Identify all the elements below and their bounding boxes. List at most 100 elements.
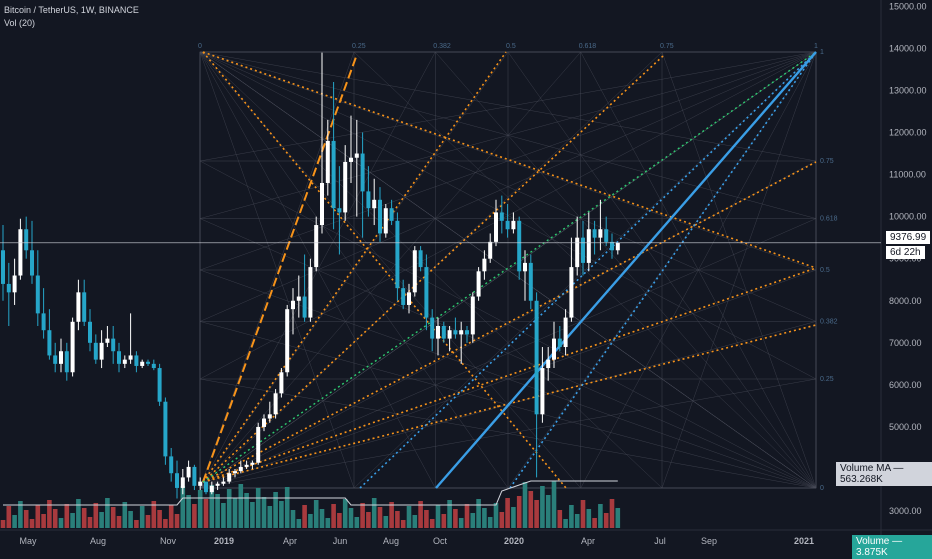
volume-bar: [441, 514, 447, 528]
volume-bar: [116, 516, 122, 528]
candle-body: [453, 330, 458, 335]
volume-bar: [377, 507, 383, 528]
candle-body: [134, 355, 139, 366]
fib-level-label: 0.25: [352, 43, 366, 50]
volume-bar: [186, 495, 191, 528]
volume-bar: [331, 504, 336, 528]
volume-bar: [151, 501, 157, 528]
volume-bar: [557, 510, 563, 528]
volume-bar: [261, 497, 267, 528]
candle-body: [320, 182, 324, 226]
volume-bar: [99, 512, 104, 528]
candle-body: [70, 321, 75, 373]
volume-bar: [267, 506, 273, 528]
volume-bar: [105, 498, 110, 528]
volume-bar: [522, 482, 528, 528]
volume-bar: [70, 513, 75, 528]
volume-bar: [371, 498, 377, 528]
volume-bar: [319, 509, 325, 528]
candle-body: [424, 267, 429, 318]
fib-level-label: 0.25: [820, 376, 834, 383]
chart-legend: Bitcoin / TetherUS, 1W, BINANCE Vol (20): [4, 4, 139, 30]
volume-bar: [598, 504, 603, 528]
candle-body: [337, 208, 342, 213]
volume-bar: [453, 509, 458, 528]
x-tick-label: 2020: [504, 536, 524, 546]
candle-body: [505, 220, 510, 230]
volume-study-label[interactable]: Vol (20): [4, 18, 36, 28]
candle-body: [592, 229, 597, 238]
candle-body: [523, 262, 527, 272]
candle-body: [308, 267, 313, 318]
volume-ma-tag: Volume MA — 563.268K: [836, 462, 932, 486]
volume-ma-name: Volume MA: [840, 463, 891, 474]
symbol-title[interactable]: Bitcoin / TetherUS, 1W, BINANCE: [4, 5, 139, 15]
x-tick-label: 2021: [794, 536, 814, 546]
candle-body: [528, 262, 533, 301]
x-tick-label: May: [19, 536, 37, 546]
volume-bar: [511, 507, 516, 528]
candle-body: [488, 241, 493, 259]
volume-bar: [400, 520, 406, 528]
candle-body: [285, 309, 290, 373]
y-tick-label: 3000.00: [889, 506, 922, 516]
candle-body: [47, 330, 52, 356]
volume-bar: [93, 503, 99, 528]
volume-bar: [366, 512, 371, 528]
candle-body: [151, 363, 156, 369]
candle-body: [395, 220, 400, 289]
candle-body: [610, 241, 614, 251]
gann-fan-ray: [199, 160, 817, 489]
volume-bar: [197, 490, 203, 528]
volume-bar: [429, 519, 435, 528]
volume-bar: [163, 519, 168, 528]
price-axis-pane: [881, 0, 932, 550]
candle-body: [262, 418, 266, 427]
candle-body: [88, 321, 92, 343]
candle-body: [238, 466, 243, 472]
fib-level-label: 1: [820, 49, 824, 56]
y-tick-label: 11000.00: [889, 170, 926, 180]
candle-body: [441, 325, 446, 339]
y-tick-label: 7000.00: [889, 338, 922, 348]
volume-bar: [87, 517, 93, 528]
volume-ma-value: 563.268K: [840, 474, 883, 485]
volume-bar: [284, 487, 290, 528]
volume-bar: [615, 508, 621, 528]
candle-body: [418, 250, 423, 268]
y-tick-label: 13000.00: [889, 85, 927, 95]
volume-bar: [29, 519, 35, 528]
candle-body: [24, 229, 29, 251]
volume-bar: [574, 514, 580, 528]
candle-body: [465, 330, 469, 335]
candle-body: [128, 355, 133, 360]
candle-body: [430, 317, 435, 339]
candle-body: [331, 140, 336, 209]
candle-body: [511, 220, 516, 230]
volume-bar: [221, 503, 226, 528]
volume-bar: [180, 486, 186, 528]
candle-body: [30, 250, 34, 276]
blue-fan-line: [359, 51, 817, 489]
blue-trend-line: [435, 51, 817, 489]
candle-body: [343, 161, 348, 213]
candle-body: [140, 361, 145, 366]
volume-bar: [238, 484, 244, 528]
candle-body: [192, 466, 197, 486]
volume-bar: [47, 500, 52, 528]
candle-body: [244, 464, 249, 467]
candle-body: [383, 208, 388, 234]
volume-bar: [192, 504, 197, 528]
x-tick-label: Apr: [283, 536, 297, 546]
candle-body: [494, 212, 498, 242]
candle-body: [372, 199, 377, 209]
volume-bar: [563, 519, 568, 528]
candle-body: [209, 485, 214, 493]
gann-fan-ray: [199, 51, 817, 489]
fib-level-label: 0.75: [820, 158, 834, 165]
gann-fan-ray: [199, 218, 817, 489]
volume-bar: [64, 504, 70, 528]
volume-bar: [354, 517, 360, 528]
candle-body: [215, 483, 220, 486]
